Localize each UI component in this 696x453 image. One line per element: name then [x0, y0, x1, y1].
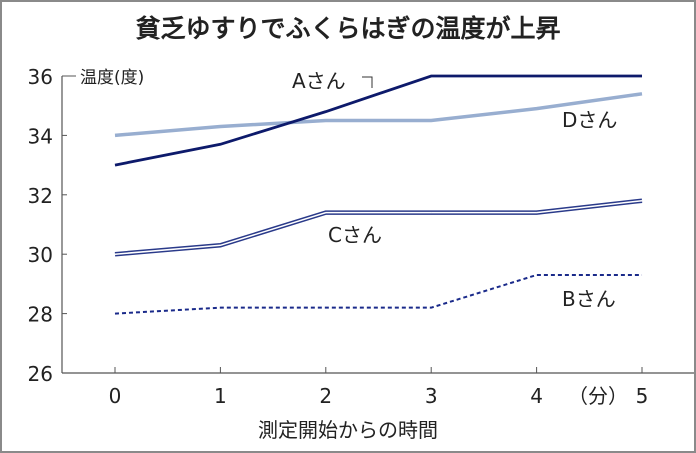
y-tick-label: 32	[28, 184, 53, 208]
x-tick-label: 4	[530, 384, 543, 408]
y-tick-label: 36	[28, 65, 53, 89]
y-tick-label: 28	[28, 303, 53, 327]
series-line	[114, 273, 642, 315]
series-Cさん	[114, 198, 643, 257]
y-tick-label: 34	[28, 124, 53, 148]
series-label-a: Aさん	[292, 69, 346, 93]
x-tick-label: 5	[636, 384, 649, 408]
series-Dさん	[114, 92, 643, 138]
x-axis-unit: （分）	[568, 384, 628, 408]
x-axis-label: 測定開始からの時間	[258, 418, 438, 442]
x-tick-label: 1	[214, 384, 227, 408]
series-Bさん	[114, 273, 643, 315]
series-line	[114, 92, 643, 138]
x-tick-label: 3	[425, 384, 438, 408]
x-tick-label: 2	[319, 384, 332, 408]
series-Aさん	[114, 74, 643, 167]
y-tick-label: 26	[28, 362, 53, 386]
series-label-b: Bさん	[562, 287, 616, 311]
series-line-inner	[114, 199, 643, 255]
series-label-d: Dさん	[562, 108, 617, 132]
y-tick-label: 30	[28, 243, 53, 267]
series-label-a-leader	[362, 76, 373, 88]
x-tick-label: 0	[109, 384, 122, 408]
series-line	[114, 74, 642, 167]
chart-title: 貧乏ゆすりでふくらはぎの温度が上昇	[135, 14, 560, 43]
series-label-c: Cさん	[328, 223, 382, 247]
y-axis-label: 温度(度)	[80, 68, 144, 88]
